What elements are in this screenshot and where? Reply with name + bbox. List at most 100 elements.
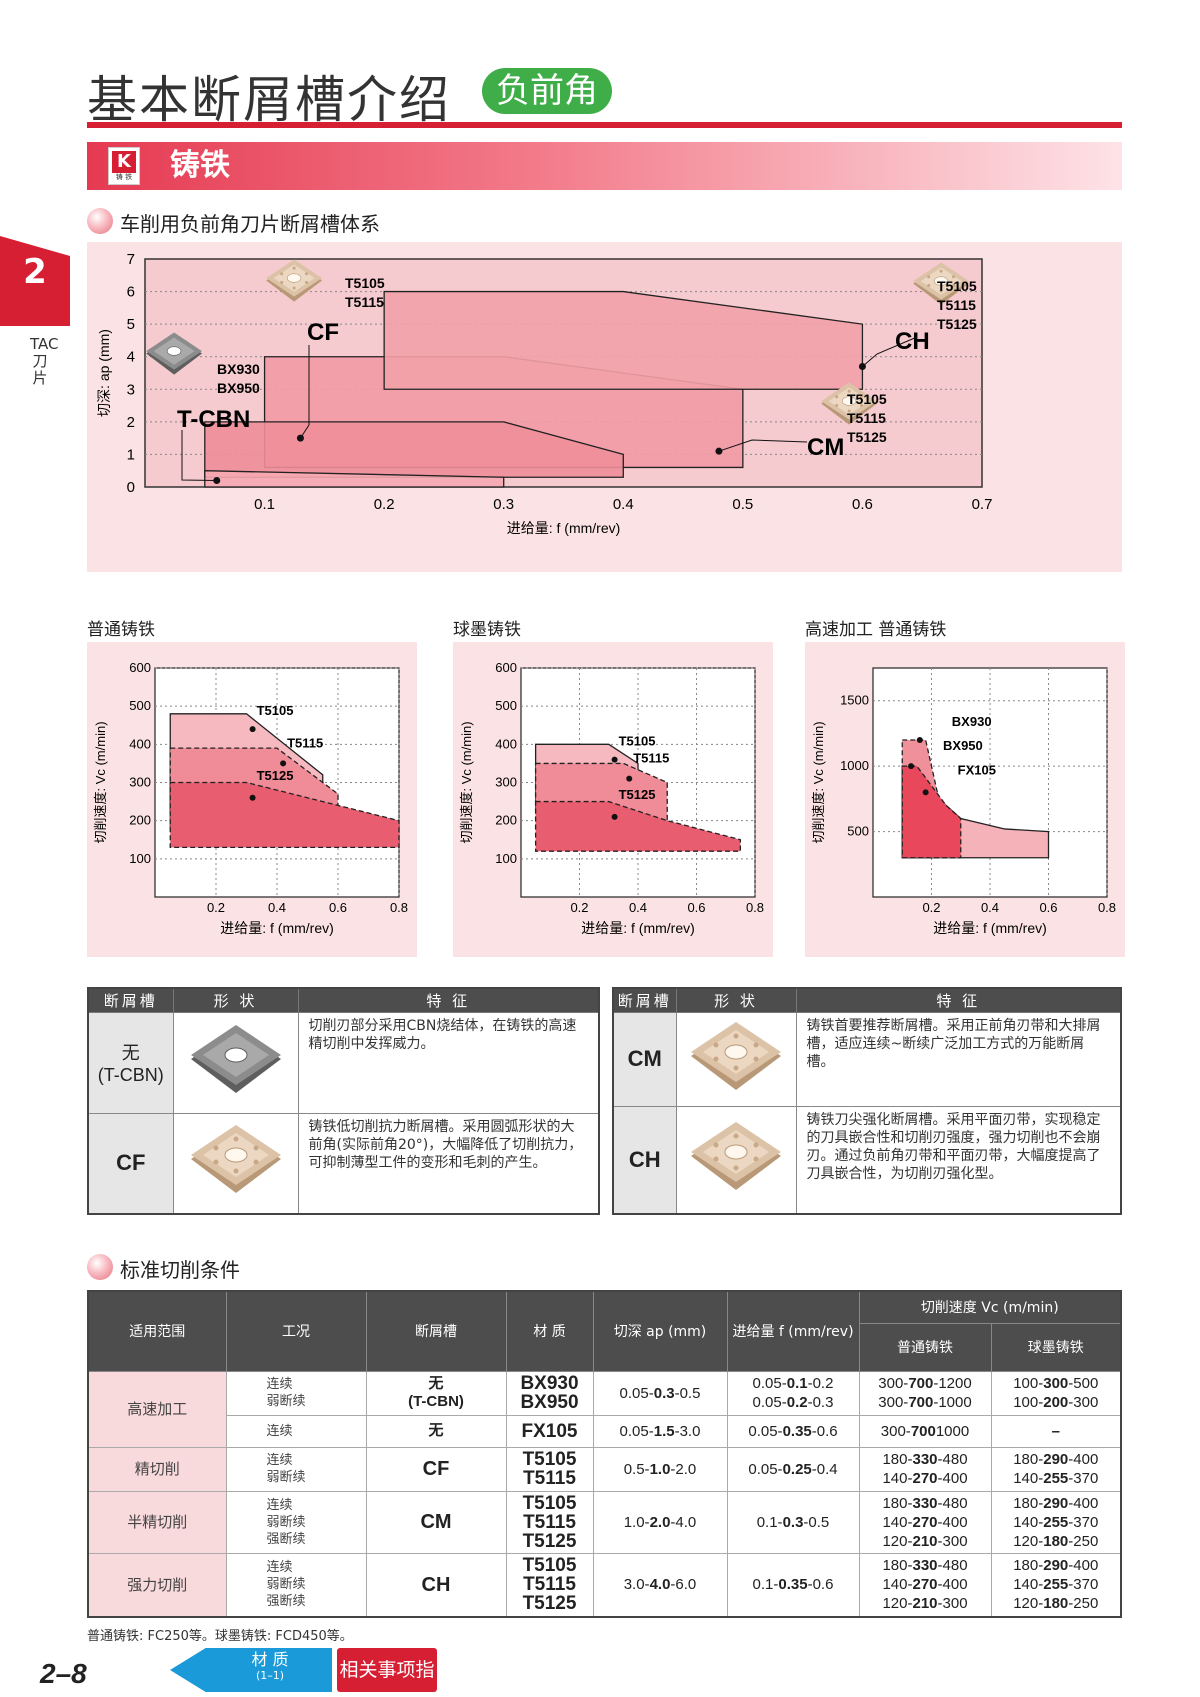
insert-hole <box>841 396 857 406</box>
series-label: BX930 <box>952 714 992 729</box>
groove-feature: 铸铁低切削抗力断屑槽。采用圆弧形状的大前角(实际前角20°)，大幅降低了切削抗力… <box>297 1112 600 1215</box>
insert-hole <box>286 273 302 283</box>
grade-label: BX930 <box>217 361 260 377</box>
f-cell: 0.1-0.3-0.5 <box>726 1490 860 1554</box>
y-axis-label: 切深: ap (mm) <box>96 329 112 417</box>
y-tick: 300 <box>129 775 151 790</box>
x-tick: 0.8 <box>746 900 764 915</box>
ap-cell: 0.05-0.3-0.5 <box>592 1370 728 1416</box>
insert-hole <box>166 346 182 356</box>
table-row: 半精切削 连续 弱断续 强断续 CM T5105 T5115 T5125 1.0-2.0… <box>87 1490 1122 1554</box>
region-cf <box>204 421 624 478</box>
th-grade: 材 质 <box>505 1290 594 1372</box>
series-label: T5105 <box>619 734 656 749</box>
f-cell: 0.05-0.35-0.6 <box>726 1414 860 1448</box>
y-tick: 600 <box>129 660 151 675</box>
region-t-cbn <box>204 470 505 488</box>
rake-badge: 负前角 <box>482 68 612 114</box>
x-tick: 0.6 <box>687 900 705 915</box>
chip-dot <box>753 1042 759 1048</box>
work-cell: 连续 弱断续 强断续 <box>225 1490 367 1554</box>
insert-hole <box>224 1147 247 1163</box>
series-area-bx950 <box>901 765 962 859</box>
series-label: FX105 <box>958 762 996 777</box>
chip-dot <box>927 275 931 279</box>
chip-dot <box>304 272 309 276</box>
x-tick: 0.7 <box>972 496 993 513</box>
vc-gray-cell: 300-7001000 <box>858 1414 992 1448</box>
grade-cell: BX930 BX950 <box>505 1370 594 1416</box>
vc-gray-cell: 180-330-480 140-270-400 120-210-300 <box>858 1490 992 1554</box>
x-tick: 0.2 <box>374 496 395 513</box>
th-ap: 切深 ap (mm) <box>592 1290 728 1372</box>
groove-cell: 无 (T-CBN) <box>365 1370 507 1416</box>
chip-dot <box>713 1056 719 1062</box>
y-tick: 200 <box>129 813 151 828</box>
th-work: 工况 <box>225 1290 367 1372</box>
y-tick: 500 <box>129 698 151 713</box>
x-tick: 0.1 <box>254 496 275 513</box>
cm-insert-icon <box>691 1022 781 1090</box>
conditions-heading: 标准切削条件 <box>120 1258 240 1282</box>
x-axis-label: 进给量: f (mm/rev) <box>220 920 334 936</box>
chipbreaker-table-left: 断屑槽形 状特 征 无 (T-CBN) 切削刃部分采用CBN烧结体，在铸铁的高速精… <box>87 987 600 1215</box>
insert-hole <box>933 276 949 286</box>
table-row: 连续无 FX105 0.05-1.5-3.0 0.05-0.35-0.6 300-700… <box>88 1414 1122 1448</box>
nav-material-button[interactable]: 材 质 (1–1) <box>170 1648 332 1692</box>
groove-name: 无 (T-CBN) <box>87 1011 174 1114</box>
x-tick: 0.8 <box>390 900 408 915</box>
y-tick: 100 <box>495 851 517 866</box>
grade-label: T5125 <box>937 316 977 332</box>
vc-ductile-cell: 180-290-400 140-255-370 <box>990 1446 1122 1492</box>
work-cell: 连续 弱断续 强断续 <box>225 1552 367 1618</box>
section-title: 铸铁 <box>170 148 230 183</box>
y-tick: 600 <box>495 660 517 675</box>
x-tick: 0.6 <box>852 496 873 513</box>
footnote: 普通铸铁: FC250等。球墨铸铁: FCD450等。 <box>87 1629 353 1644</box>
series-dot <box>626 775 633 782</box>
nav-material-label: 材 质 <box>251 1650 289 1669</box>
region-ch <box>383 290 864 390</box>
series-dot <box>922 789 929 796</box>
grade-cell: T5105 T5115 <box>505 1446 594 1492</box>
series-label: T5115 <box>287 735 323 750</box>
x-axis-label: 进给量: f (mm/rev) <box>507 520 621 536</box>
th-vc: 切削速度 Vc (m/min) <box>858 1290 1122 1324</box>
chipbreaker-table-right: 断屑槽形 状特 征 CM 铸铁首要推荐断屑槽。采用正前角刃带和大排屑槽，适应连续~… <box>612 987 1122 1215</box>
grade-cell: T5105 T5115 T5125 <box>505 1552 594 1618</box>
chip-dot <box>280 272 284 276</box>
y-tick: 1 <box>127 446 135 463</box>
nav-material-sub: (1–1) <box>255 1669 285 1682</box>
nav-guide-button[interactable]: 相关事项指南 <box>337 1648 437 1692</box>
x-tick: 0.4 <box>613 496 634 513</box>
x-axis-label: 进给量: f (mm/rev) <box>581 920 695 936</box>
series-dot <box>908 763 915 770</box>
table-row: 高速加工 连续 弱断续无 (T-CBN) BX930 BX950 0.05-0.3-0… <box>87 1370 1122 1448</box>
chip-dot <box>859 395 864 399</box>
th-area: 适用范围 <box>87 1290 227 1372</box>
region-name: CH <box>895 328 930 355</box>
groove-cell: CF <box>365 1446 507 1492</box>
series-dot <box>249 726 256 733</box>
x-tick: 0.4 <box>629 900 647 915</box>
vc-gray-cell: 180-330-480 140-270-400 <box>858 1446 992 1492</box>
insert-image <box>675 1011 797 1107</box>
f-cell: 0.05-0.25-0.4 <box>726 1446 860 1492</box>
y-tick: 5 <box>127 316 135 333</box>
page-number: 2–8 <box>40 1658 87 1689</box>
chapter-label: TAC刀片 <box>30 335 59 387</box>
leader-line <box>718 439 808 452</box>
groove-feature: 铸铁刀尖强化断屑槽。采用平面刃带，实现稳定的刀具嵌合性和切削刃强度，强力切削也不… <box>795 1105 1122 1215</box>
series-dot <box>611 756 618 763</box>
vc-ductile-cell: – <box>990 1414 1122 1448</box>
th-f: 进给量 f (mm/rev) <box>726 1290 860 1372</box>
chip-dot <box>213 1145 218 1151</box>
series-dot <box>611 813 618 820</box>
y-tick: 300 <box>495 775 517 790</box>
chip-dot <box>847 389 851 393</box>
chip-dot <box>213 1159 218 1165</box>
col-groove: 断屑槽 <box>612 987 677 1013</box>
th-vc-ductile: 球墨铸铁 <box>990 1322 1122 1372</box>
leader-line <box>181 430 217 481</box>
col-shape: 形 状 <box>172 987 299 1013</box>
